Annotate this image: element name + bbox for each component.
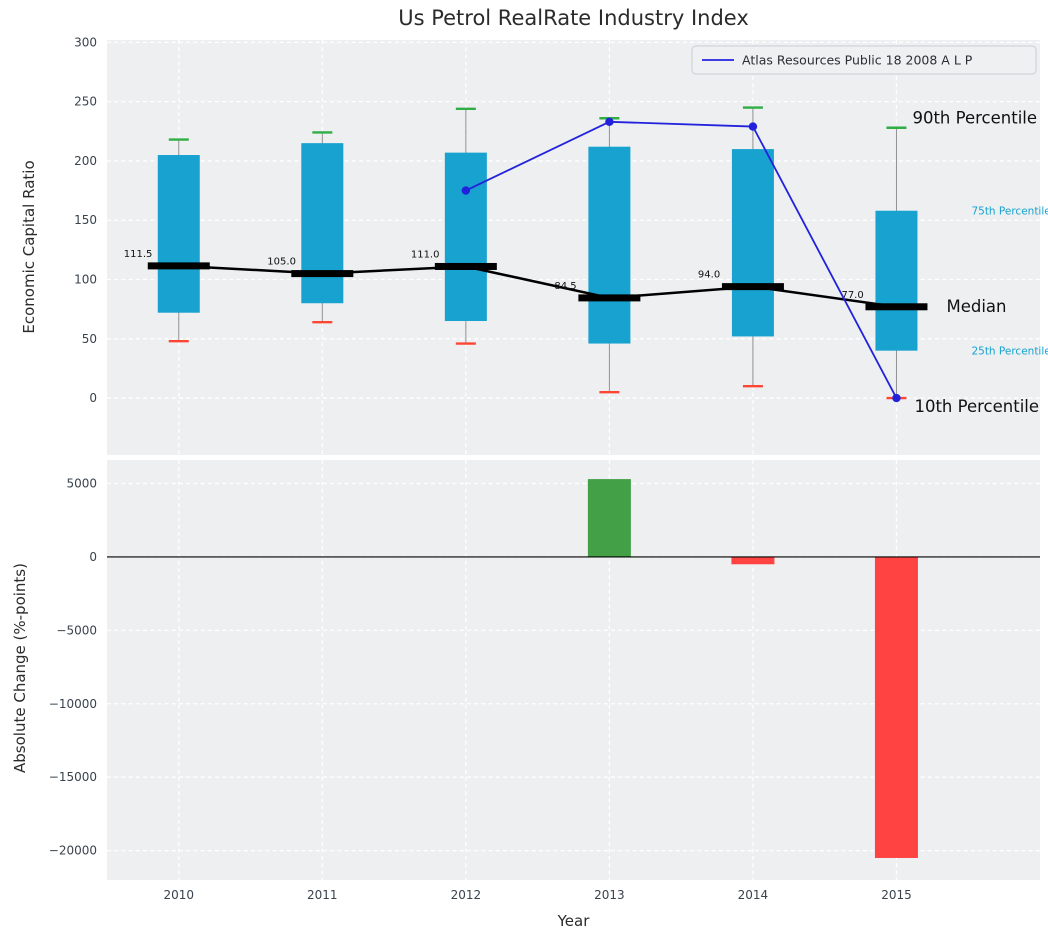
change-bar	[874, 556, 918, 858]
x-tick-label: 2011	[307, 888, 338, 902]
y-tick-label: 0	[89, 391, 97, 405]
y-tick-label: 0	[89, 550, 97, 564]
x-tick-label: 2014	[738, 888, 769, 902]
percentile-bar	[301, 143, 344, 304]
y-tick-label: 5000	[66, 476, 97, 490]
annotation-median: Median	[946, 297, 1006, 316]
median-dash	[578, 294, 641, 302]
x-axis-label: Year	[557, 912, 590, 930]
x-tick-label: 2012	[451, 888, 482, 902]
x-tick-label: 2015	[881, 888, 912, 902]
y-tick-label: 200	[74, 154, 97, 168]
y-tick-label: 150	[74, 213, 97, 227]
change-bar	[731, 556, 775, 565]
percentile-bar	[588, 146, 631, 344]
y-tick-label: −5000	[56, 623, 97, 637]
change-bar	[587, 479, 631, 557]
percentile-bar	[157, 155, 200, 313]
chart-title: Us Petrol RealRate Industry Index	[398, 6, 749, 30]
percentile-bar	[875, 210, 918, 351]
annotation-25th-percentile: 25th Percentile	[971, 346, 1048, 358]
legend-box	[691, 45, 1037, 75]
company-marker	[605, 117, 614, 127]
percentile-bar	[731, 149, 774, 337]
y-tick-label: −15000	[49, 770, 97, 784]
median-dash	[865, 303, 928, 311]
y-tick-label: 100	[74, 273, 97, 287]
y-tick-label: 250	[74, 95, 97, 109]
legend-label: Atlas Resources Public 18 2008 A L P	[742, 53, 973, 68]
percentile-bar	[444, 152, 487, 322]
median-value-label: 111.5	[124, 249, 153, 260]
median-dash	[291, 270, 354, 278]
y-tick-label: −10000	[49, 697, 97, 711]
company-marker	[461, 186, 471, 195]
median-value-label: 105.0	[267, 257, 296, 268]
median-dash	[721, 283, 784, 291]
median-value-label: 77.0	[841, 290, 863, 301]
y-tick-label: 300	[74, 35, 97, 49]
annotation-90th-percentile: 90th Percentile	[912, 109, 1037, 128]
y-tick-label: −20000	[49, 844, 97, 858]
company-marker	[892, 393, 901, 403]
top-panel: 0 50 100 150 200 250 300 111.5 105.0 111.0 84.5 94.…	[74, 35, 1048, 455]
bottom-panel: 5000 0 −5000 −10000 −15000 −20000 2010 2011 2012…	[49, 460, 1040, 902]
median-value-label: 84.5	[554, 281, 576, 292]
company-marker	[748, 122, 758, 131]
company-line	[465, 120, 898, 399]
x-tick-label: 2013	[594, 888, 625, 902]
median-value-label: 94.0	[698, 270, 720, 281]
median-value-label: 111.0	[411, 249, 440, 260]
median-dash	[147, 262, 210, 270]
y-tick-label: 50	[82, 332, 97, 346]
x-tick-label: 2010	[163, 888, 194, 902]
annotation-10th-percentile: 10th Percentile	[914, 397, 1039, 416]
median-dash	[434, 262, 497, 270]
annotation-75th-percentile: 75th Percentile	[971, 206, 1048, 218]
